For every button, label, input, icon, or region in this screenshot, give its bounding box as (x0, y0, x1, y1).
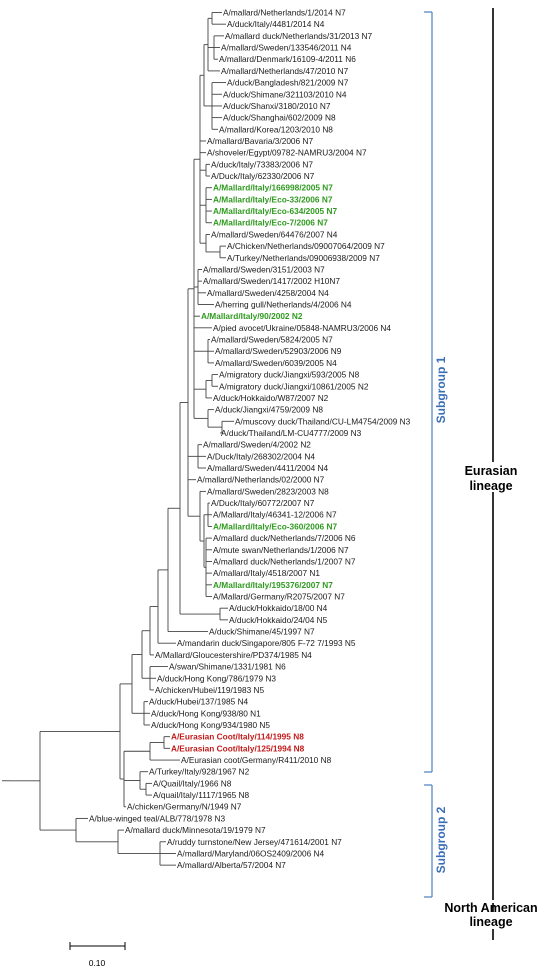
leaf-label: A/Duck/Italy/60772/2007 N7 (211, 498, 315, 508)
leaf-label: A/Mallard/Italy/Eco-360/2006 N7 (213, 521, 337, 531)
leaf-label: A/mallard/Sweden/4/2002 N2 (203, 440, 311, 450)
eurasian-lineage-label-2: lineage (469, 479, 512, 493)
leaf-label: A/chicken/Germany/N/1949 N7 (127, 802, 242, 812)
leaf-label: A/mallard/Sweden/133546/2011 N4 (221, 43, 352, 53)
leaf-label: A/blue-winged teal/ALB/778/1978 N3 (89, 813, 225, 823)
leaf-label: A/mute swan/Netherlands/1/2006 N7 (213, 545, 349, 555)
na-lineage-label-1: North American (444, 901, 537, 915)
leaf-label: A/mallard duck/Netherlands/1/2007 N7 (213, 556, 356, 566)
leaf-label: A/duck/Hubei/137/1985 N4 (149, 697, 249, 707)
leaf-label: A/duck/Italy/4481/2014 N4 (227, 19, 325, 29)
leaf-label: A/duck/Shimane/45/1997 N7 (209, 627, 315, 637)
subgroup-2-label: Subgroup 2 (434, 806, 448, 873)
leaf-label: A/Turkey/Netherlands/09006938/2009 N7 (227, 253, 380, 263)
leaf-label: A/Mallard/Italy/46341-12/2006 N7 (213, 510, 337, 520)
leaf-label: A/pied avocet/Ukraine/05848-NAMRU3/2006 … (213, 323, 391, 333)
leaf-label: A/duck/Thailand/LM-CU4777/2009 N3 (221, 428, 362, 438)
leaf-label: A/Mallard/Italy/166998/2005 N7 (213, 183, 333, 193)
eurasian-lineage-label-1: Eurasian (465, 464, 518, 478)
subgroup-1-bracket: Subgroup 1 (424, 11, 448, 773)
leaf-label: A/Eurasian Coot/Italy/125/1994 N8 (171, 743, 305, 753)
leaf-label: A/duck/Shimane/321103/2010 N4 (223, 89, 347, 99)
leaf-label: A/migratory duck/Jiangxi/10861/2005 N2 (219, 381, 369, 391)
leaf-label: A/mallard/Korea/1203/2010 N8 (219, 124, 333, 134)
leaf-label: A/duck/Jiangxi/4759/2009 N8 (215, 405, 323, 415)
scale-bar: 0.10 (69, 942, 126, 968)
leaf-label: A/quail/Italy/1117/1965 N8 (153, 790, 249, 800)
leaf-label: A/mallard/Sweden/52903/2006 N9 (215, 346, 342, 356)
leaf-label: A/herring gull/Netherlands/4/2006 N4 (215, 300, 352, 310)
scale-bar-label: 0.10 (89, 958, 106, 968)
leaf-label: A/mallard/Sweden/2823/2003 N8 (207, 486, 329, 496)
leaf-label: A/mallard/Netherlands/47/2010 N7 (221, 66, 349, 76)
tree-leaves: A/mallard/Netherlands/1/2014 N7A/duck/It… (89, 8, 411, 871)
leaf-label: A/mallard/Sweden/5824/2005 N7 (211, 335, 333, 345)
leaf-label: A/duck/Hong Kong/934/1980 N5 (151, 720, 270, 730)
leaf-label: A/duck/Italy/73383/2006 N7 (211, 159, 313, 169)
leaf-label: A/mallard/Sweden/1417/2002 H10N7 (203, 276, 340, 286)
subgroup-2-bracket: Subgroup 2 (424, 784, 448, 898)
leaf-label: A/Eurasian coot/Germany/R411/2010 N8 (181, 755, 332, 765)
leaf-label: A/Duck/Italy/62330/2006 N7 (211, 171, 315, 181)
leaf-label: A/Mallard/Italy/Eco-634/2005 N7 (213, 206, 337, 216)
leaf-label: A/duck/Hong Kong/786/1979 N3 (157, 673, 276, 683)
leaf-label: A/mallard/Sweden/64476/2007 N4 (211, 229, 338, 239)
leaf-label: A/Mallard/Italy/Eco-7/2006 N7 (213, 218, 328, 228)
leaf-label: A/mallard/Alberta/57/2004 N7 (177, 860, 286, 870)
leaf-label: A/muscovy duck/Thailand/CU-LM4754/2009 N… (235, 416, 411, 426)
leaf-label: A/duck/Hokkaido/W87/2007 N2 (213, 393, 329, 403)
leaf-label: A/duck/Bangladesh/821/2009 N7 (227, 78, 349, 88)
leaf-label: A/Mallard/Italy/195376/2007 N7 (213, 580, 333, 590)
leaf-label: A/Chicken/Netherlands/09007064/2009 N7 (227, 241, 385, 251)
leaf-label: A/Turkey/Italy/928/1967 N2 (149, 767, 250, 777)
leaf-label: A/mallard/Netherlands/02/2000 N7 (197, 475, 325, 485)
na-lineage-label-2: lineage (469, 915, 512, 929)
leaf-label: A/Mallard/Germany/R2075/2007 N7 (213, 592, 345, 602)
leaf-label: A/mallard duck/Netherlands/7/2006 N6 (213, 533, 356, 543)
leaf-label: A/duck/Hong Kong/938/80 N1 (151, 708, 261, 718)
leaf-label: A/chicken/Hubei/119/1983 N5 (155, 685, 265, 695)
leaf-label: A/Mallard/Gloucestershire/PD374/1985 N4 (155, 650, 312, 660)
leaf-label: A/mallard/Sweden/4411/2004 N4 (207, 463, 329, 473)
leaf-label: A/Quail/Italy/1966 N8 (153, 778, 232, 788)
leaf-label: A/duck/Shanxi/3180/2010 N7 (223, 101, 331, 111)
leaf-label: A/Eurasian Coot/Italy/114/1995 N8 (171, 732, 304, 742)
leaf-label: A/shoveler/Egypt/09782-NAMRU3/2004 N7 (207, 148, 367, 158)
leaf-label: A/mallard/Denmark/16109-4/2011 N6 (219, 54, 356, 64)
leaf-label: A/duck/Hokkaido/18/00 N4 (229, 603, 328, 613)
leaf-label: A/mallard duck/Minnesota/19/1979 N7 (125, 825, 266, 835)
leaf-label: A/Mallard/Italy/Eco-33/2006 N7 (213, 194, 333, 204)
tree-branches (2, 12, 234, 866)
leaf-label: A/mallard/Maryland/06OS2409/2006 N4 (177, 848, 325, 858)
leaf-label: A/mallard/Bavaria/3/2006 N7 (207, 136, 313, 146)
leaf-label: A/mallard/Sweden/3151/2003 N7 (203, 264, 325, 274)
leaf-label: A/mallard duck/Netherlands/31/2013 N7 (225, 31, 373, 41)
leaf-label: A/migratory duck/Jiangxi/593/2005 N8 (219, 370, 360, 380)
leaf-label: A/swan/Shimane/1331/1981 N6 (169, 662, 286, 672)
north-american-lineage-bracket: North American lineage (444, 901, 538, 940)
leaf-label: A/mallard/Sweden/6039/2005 N4 (215, 358, 337, 368)
leaf-label: A/duck/Hokkaido/24/04 N5 (229, 615, 328, 625)
leaf-label: A/duck/Shanghai/602/2009 N8 (223, 113, 336, 123)
leaf-label: A/mallard/Sweden/4258/2004 N4 (207, 288, 329, 298)
leaf-label: A/mandarin duck/Singapore/805 F-72 7/199… (177, 638, 356, 648)
leaf-label: A/ruddy turnstone/New Jersey/471614/2001… (167, 837, 342, 847)
leaf-label: A/mallard/Italy/4518/2007 N1 (213, 568, 320, 578)
eurasian-lineage-bracket: Eurasian lineage (465, 8, 518, 900)
leaf-label: A/mallard/Netherlands/1/2014 N7 (223, 8, 346, 18)
leaf-label: A/Duck/Italy/268302/2004 N4 (207, 451, 315, 461)
leaf-label: A/Mallard/Italy/90/2002 N2 (201, 311, 303, 321)
subgroup-1-label: Subgroup 1 (434, 356, 448, 423)
